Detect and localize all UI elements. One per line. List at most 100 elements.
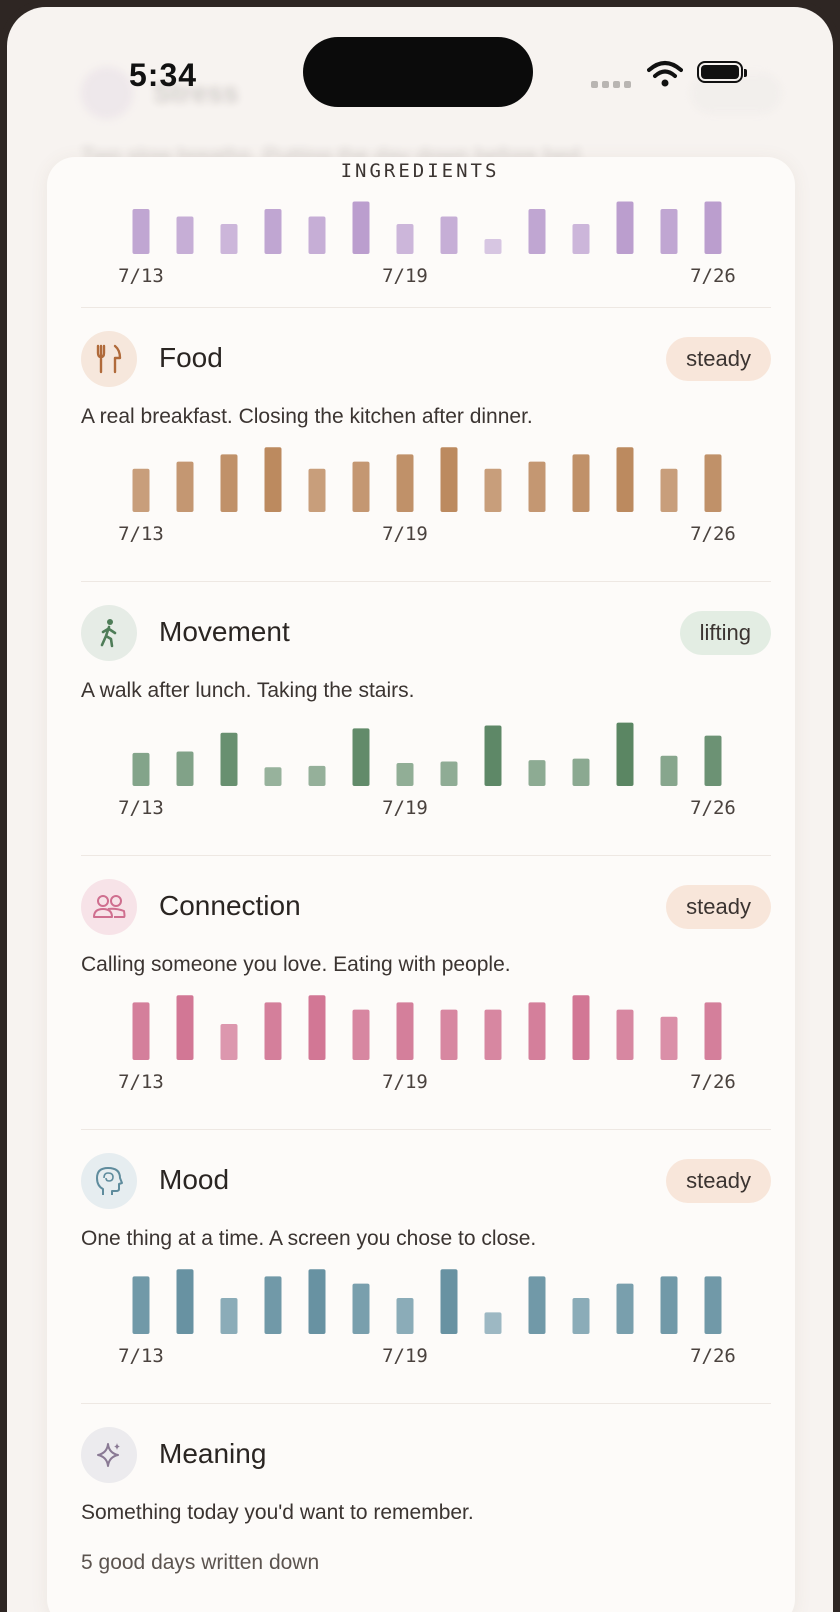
x-tick-label: 7/26 [690, 265, 736, 287]
habit-name: Food [159, 342, 223, 373]
bar-3 [264, 209, 282, 254]
x-tick-label: 7/13 [118, 1071, 164, 1093]
bar-8 [484, 1009, 502, 1060]
bar-3 [264, 1276, 282, 1334]
head-brain-icon [96, 1167, 123, 1195]
bar-8 [484, 725, 502, 786]
bar-12 [660, 1276, 678, 1334]
bar-13 [704, 1002, 722, 1060]
bar-11 [616, 447, 634, 512]
bar-0 [132, 1276, 150, 1334]
bar-5 [352, 201, 370, 254]
x-tick-label: 7/26 [690, 523, 736, 545]
bar-0 [132, 468, 150, 512]
bar-10 [572, 224, 590, 254]
bar-7 [440, 447, 458, 512]
meaning-icon-wrap [81, 1427, 137, 1483]
food-chart: 7/13 7/19 7/26 [81, 447, 771, 547]
habit-description: Calling someone you love. Eating with pe… [81, 953, 511, 976]
bar-7 [440, 1269, 458, 1334]
habit-name: Connection [159, 890, 301, 921]
battery-icon [697, 61, 747, 83]
x-tick-label: 7/13 [118, 797, 164, 819]
mood-icon-wrap [81, 1153, 137, 1209]
good-days-count: 5 good days written down [81, 1551, 320, 1574]
bar-9 [528, 1002, 546, 1060]
x-tick-label: 7/13 [118, 1345, 164, 1367]
bar-6 [396, 224, 414, 254]
people-icon [93, 895, 126, 918]
bar-4 [308, 995, 326, 1060]
section-title: INGREDIENTS [340, 160, 500, 182]
bar-12 [660, 755, 678, 786]
bar-4 [308, 1269, 326, 1334]
bar-7 [440, 761, 458, 786]
bar-2 [220, 732, 238, 786]
stress-icon [81, 67, 133, 119]
x-tick-label: 7/19 [382, 1345, 428, 1367]
movement-bar-chart: 7/13 7/19 7/26 [118, 722, 736, 819]
bar-7 [440, 1009, 458, 1060]
bar-11 [616, 201, 634, 254]
bar-0 [132, 752, 150, 786]
divider [81, 307, 771, 308]
divider [81, 1129, 771, 1130]
bar-2 [220, 454, 238, 512]
bar-11 [616, 722, 634, 786]
bar-0 [132, 1002, 150, 1060]
bar-9 [528, 760, 546, 786]
bar-2 [220, 1024, 238, 1060]
x-tick-label: 7/19 [382, 1071, 428, 1093]
bar-10 [572, 758, 590, 786]
mood-bar-chart: 7/13 7/19 7/26 [118, 1269, 736, 1367]
bar-10 [572, 454, 590, 512]
bar-1 [176, 995, 194, 1060]
food-icon-wrap [81, 331, 137, 387]
habit-name: Movement [159, 616, 290, 647]
x-tick-label: 7/26 [690, 1071, 736, 1093]
x-tick-label: 7/19 [382, 265, 428, 287]
food-bar-chart: 7/13 7/19 7/26 [118, 447, 736, 545]
bar-12 [660, 468, 678, 512]
bar-3 [264, 1002, 282, 1060]
trend-badge: steady [666, 885, 771, 929]
bar-0 [132, 209, 150, 254]
bar-3 [264, 767, 282, 786]
bar-4 [308, 765, 326, 786]
habit-description: A walk after lunch. Taking the stairs. [81, 679, 415, 702]
divider [81, 1403, 771, 1404]
status-bar: 5:34 [7, 7, 833, 117]
divider [81, 855, 771, 856]
movement-icon-wrap [81, 605, 137, 661]
habit-description: One thing at a time. A screen you chose … [81, 1227, 537, 1250]
bar-5 [352, 728, 370, 786]
x-tick-label: 7/19 [382, 797, 428, 819]
bar-9 [528, 1276, 546, 1334]
bar-6 [396, 1298, 414, 1334]
walking-person-icon [100, 619, 117, 648]
habit-name: Mood [159, 1164, 230, 1195]
bar-12 [660, 209, 678, 254]
bar-1 [176, 216, 194, 254]
connection-chart: 7/13 7/19 7/26 [81, 995, 771, 1095]
divider [81, 581, 771, 582]
bar-12 [660, 1016, 678, 1060]
trend-badge: steady [666, 337, 771, 381]
bar-6 [396, 762, 414, 786]
trend-badge: lifting [679, 611, 771, 655]
bar-8 [484, 239, 502, 254]
bar-9 [528, 209, 546, 254]
habit-name: Meaning [159, 1438, 267, 1469]
bar-3 [264, 447, 282, 512]
bar-2 [220, 1298, 238, 1334]
bar-10 [572, 995, 590, 1060]
bar-7 [440, 216, 458, 254]
bar-13 [704, 454, 722, 512]
bar-8 [484, 1312, 502, 1334]
stress-bar-chart: 7/13 7/19 7/26 [118, 201, 736, 287]
bar-13 [704, 735, 722, 786]
bar-2 [220, 224, 238, 254]
bar-8 [484, 468, 502, 512]
bar-5 [352, 1283, 370, 1334]
x-tick-label: 7/26 [690, 797, 736, 819]
